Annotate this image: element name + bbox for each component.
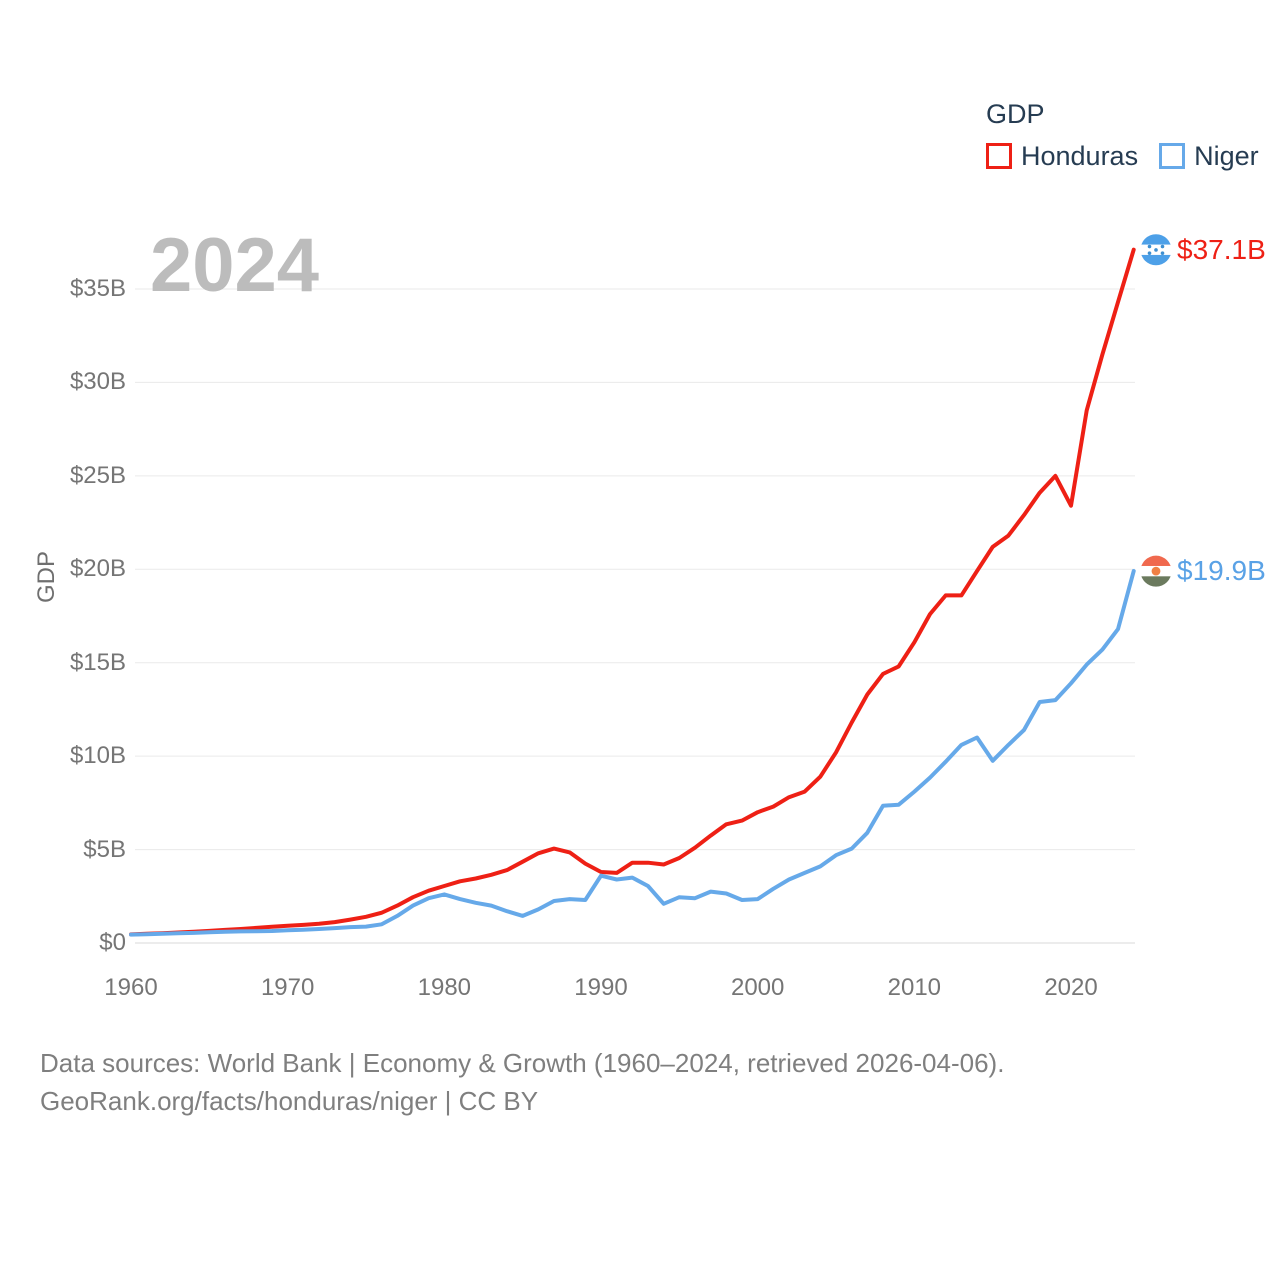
legend-title: GDP [986,99,1045,129]
x-tick-1970: 1970 [260,974,315,1001]
y-tick-$10B: $10B [69,742,126,770]
legend-label: Honduras [1021,141,1139,171]
x-tick-1980: 1980 [417,974,472,1001]
y-tick-$15B: $15B [69,648,126,676]
x-tick-2010: 2010 [887,974,942,1001]
legend-item-honduras[interactable]: Honduras [986,141,1138,171]
x-tick-2000: 2000 [730,974,785,1001]
y-tick-$20B: $20B [69,555,126,583]
x-tick-1960: 1960 [104,974,158,1001]
y-tick-$25B: $25B [69,461,126,489]
series-line-niger [129,569,1136,937]
legend-items: Honduras Niger [986,141,1259,171]
footer-data-sources: Data sources: World Bank | Economy & Gro… [40,1048,1005,1078]
niger-flag-icon [1140,555,1172,587]
footer: Data sources: World Bank | Economy & Gro… [40,1044,1004,1120]
legend: GDP Honduras Niger [986,99,1259,171]
honduras-flag-icon [1140,234,1172,266]
y-tick-$35B: $35B [69,274,126,302]
footer-attribution-link: GeoRank.org/facts/honduras/niger | CC BY [40,1086,539,1116]
y-tick-$30B: $30B [69,368,126,396]
x-tick-1990: 1990 [574,974,628,1001]
x-tick-2020: 2020 [1044,974,1098,1001]
end-label-honduras: $37.1B [1177,233,1266,265]
legend-swatch-honduras [986,143,1012,169]
end-label-niger: $19.9B [1177,555,1266,587]
series-line-honduras [129,247,1136,937]
legend-label: Niger [1194,141,1259,171]
y-tick-$0: $0 [99,929,126,956]
y-tick-$5B: $5B [83,835,126,863]
year-watermark: 2024 [150,223,320,308]
legend-item-niger[interactable]: Niger [1159,141,1259,171]
legend-swatch-niger [1159,143,1186,169]
